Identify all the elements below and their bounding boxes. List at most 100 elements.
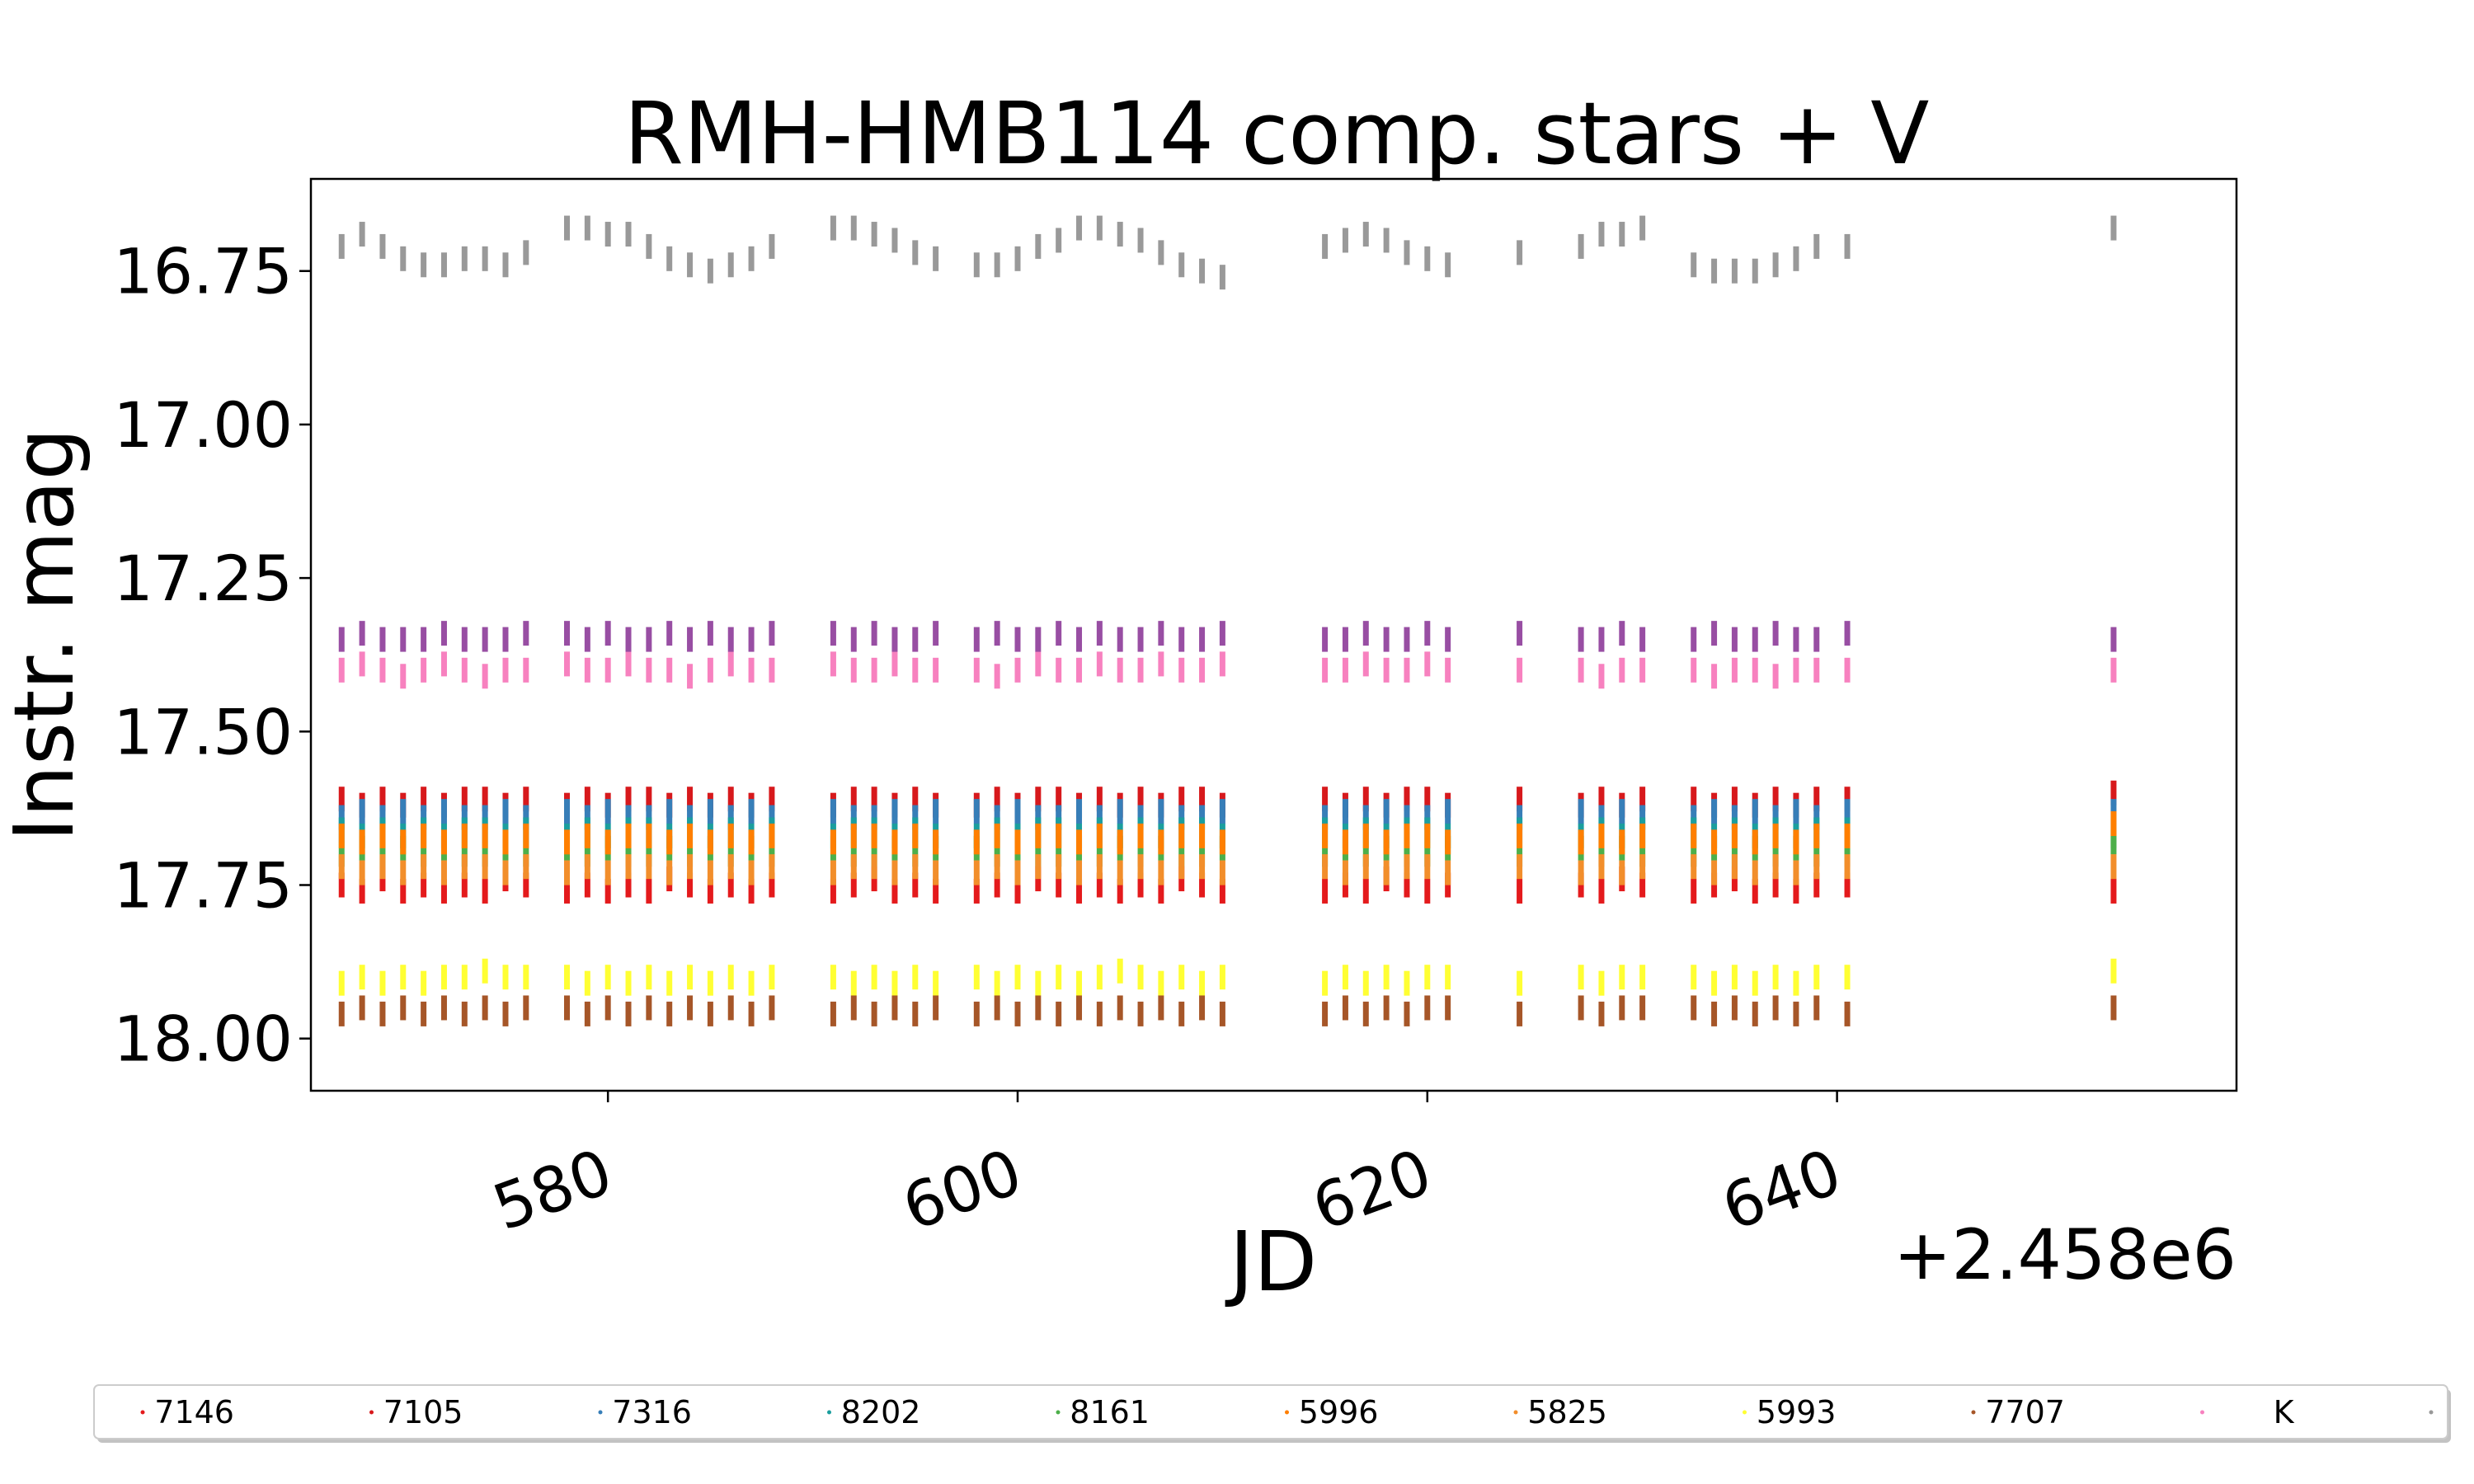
data-point (646, 995, 652, 1021)
data-point (891, 829, 898, 855)
data-point (502, 627, 509, 652)
data-point (1076, 215, 1083, 241)
data-point (1598, 1001, 1605, 1026)
data-point (1844, 233, 1851, 259)
data-point (1362, 970, 1369, 996)
data-point (912, 787, 919, 812)
data-point (973, 657, 980, 683)
data-point (1117, 222, 1123, 247)
x-axis-offset: +2.458e6 (1893, 1214, 2236, 1295)
data-point (1158, 799, 1164, 824)
data-point (1158, 995, 1164, 1021)
data-point (584, 657, 590, 683)
data-point (871, 823, 877, 848)
legend-marker (827, 1410, 831, 1415)
data-point (482, 995, 488, 1021)
data-point (1691, 657, 1697, 683)
data-point (769, 995, 775, 1021)
data-point (994, 252, 1000, 278)
data-point (338, 627, 345, 652)
data-point (891, 970, 898, 996)
data-point (1035, 823, 1042, 848)
data-point (871, 222, 877, 247)
data-point (1014, 878, 1021, 904)
x-axis-title: JD (1225, 1214, 1318, 1310)
data-point (1199, 657, 1206, 683)
legend-marker (369, 1410, 374, 1415)
data-point (1517, 970, 1523, 996)
series-K (338, 651, 2117, 689)
data-point (707, 799, 713, 824)
data-point (1598, 787, 1605, 812)
data-point (1752, 1001, 1758, 1026)
data-point (359, 878, 365, 904)
data-point (1691, 878, 1697, 904)
data-point (1137, 627, 1144, 652)
data-point (359, 651, 365, 677)
data-point (748, 246, 755, 271)
data-point (994, 970, 1000, 996)
data-point (400, 627, 407, 652)
data-point (1342, 995, 1348, 1021)
data-point (1752, 878, 1758, 904)
data-point (1014, 1001, 1021, 1026)
data-point (1117, 627, 1123, 652)
data-point (1404, 970, 1410, 996)
data-point (1598, 854, 1605, 880)
data-point (973, 965, 980, 990)
data-point (850, 872, 857, 898)
data-point (379, 787, 386, 812)
data-point (1793, 878, 1799, 904)
data-point (707, 657, 713, 683)
data-point (338, 970, 345, 996)
data-point (748, 657, 755, 683)
data-point (1076, 860, 1083, 885)
data-point (1219, 265, 1225, 290)
data-point (707, 829, 713, 855)
data-point (584, 627, 590, 652)
data-point (1619, 995, 1625, 1021)
data-point (440, 651, 447, 677)
data-point (1639, 872, 1646, 898)
legend-label: 8161 (1070, 1394, 1150, 1430)
data-point (359, 860, 365, 885)
data-point (1731, 657, 1738, 683)
legend-marker (1056, 1410, 1061, 1415)
data-point (1813, 627, 1820, 652)
data-point (1137, 854, 1144, 880)
data-point (933, 246, 939, 271)
data-point (421, 823, 427, 848)
data-point (604, 860, 611, 885)
data-point (1096, 651, 1103, 677)
data-point (604, 995, 611, 1021)
data-point (687, 787, 694, 812)
data-point (625, 872, 632, 898)
data-point (748, 627, 755, 652)
data-point (1056, 621, 1062, 646)
data-point (1076, 657, 1083, 683)
data-point (1158, 621, 1164, 646)
data-point (687, 823, 694, 848)
y-tick-label: 17.25 (113, 542, 293, 615)
data-point (1752, 829, 1758, 855)
data-point (1711, 621, 1718, 646)
data-point (1158, 829, 1164, 855)
data-point (748, 829, 755, 855)
data-point (1199, 823, 1206, 848)
data-point (2110, 215, 2117, 241)
data-point (1035, 651, 1042, 677)
data-point (1578, 799, 1584, 824)
data-point (1619, 829, 1625, 855)
data-point (1752, 627, 1758, 652)
data-point (1342, 965, 1348, 990)
data-point (1362, 823, 1369, 848)
data-point (564, 878, 571, 904)
data-point (1424, 965, 1431, 990)
data-point (891, 627, 898, 652)
data-point (646, 854, 652, 880)
data-point (1598, 878, 1605, 904)
data-point (461, 246, 468, 271)
data-point (1178, 854, 1185, 880)
data-point (1117, 878, 1123, 904)
plot-frame (309, 177, 2238, 1092)
